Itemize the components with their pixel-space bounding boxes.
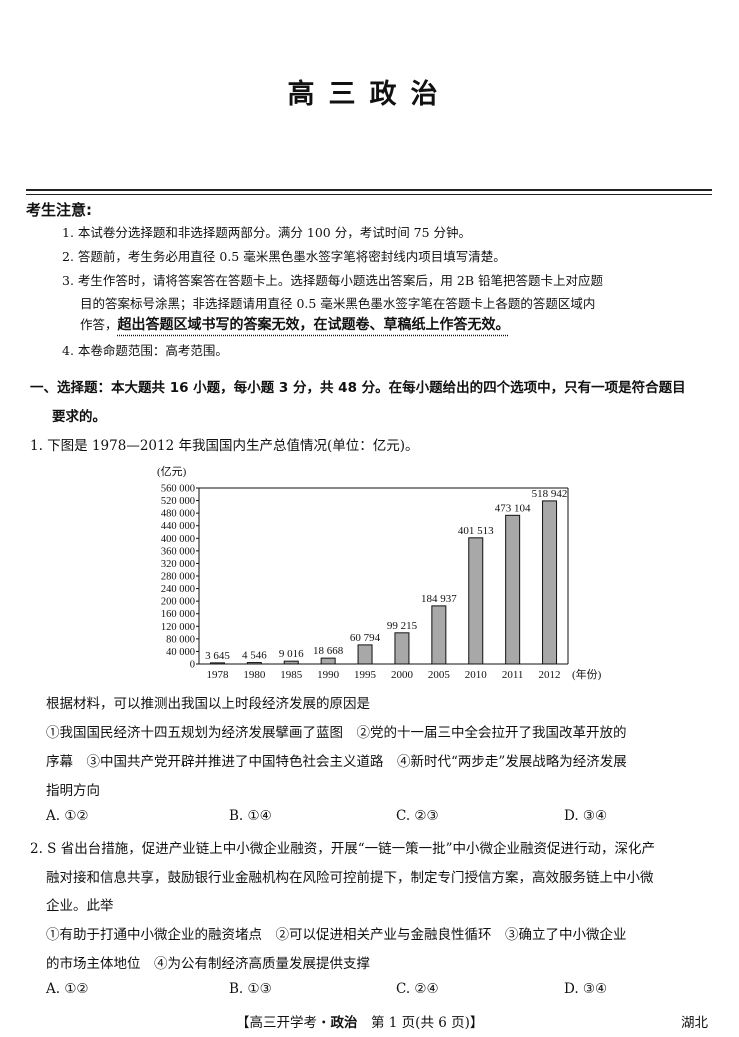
y-tick-label: 560 000 bbox=[161, 484, 195, 495]
bar-2011 bbox=[505, 514, 521, 665]
q2-stem-line: 2. S 省出台措施，促进产业链上中小微企业融资，开展“一链一策一批”中小微企业… bbox=[30, 841, 656, 857]
y-tick-label: 0 bbox=[190, 660, 195, 671]
notice-heading: 考生注意: bbox=[26, 201, 92, 219]
q1-option-d[interactable]: D. ③④ bbox=[564, 808, 608, 824]
data-label-1990: 18 668 bbox=[313, 645, 344, 657]
data-label-1985: 9 016 bbox=[279, 648, 304, 660]
data-label-2010: 401 513 bbox=[458, 525, 494, 537]
x-tick-label: 1980 bbox=[243, 669, 265, 681]
x-tick-label: 1985 bbox=[280, 669, 303, 681]
q1-statement-line: 指明方向 bbox=[46, 783, 100, 799]
notice-item: 1. 本试卷分选择题和非选择题两部分。满分 100 分，考试时间 75 分钟。 bbox=[62, 225, 472, 240]
y-tick-label: 480 000 bbox=[161, 509, 195, 520]
y-tick-label: 80 000 bbox=[166, 634, 195, 645]
y-axis-label: (亿元) bbox=[157, 465, 187, 478]
section-heading: 一、选择题：本大题共 16 小题，每小题 3 分，共 48 分。在每小题给出的四… bbox=[30, 380, 686, 396]
x-tick-label: 1995 bbox=[354, 669, 377, 681]
data-label-2011: 473 104 bbox=[495, 502, 531, 514]
q1-option-b[interactable]: B. ①④ bbox=[229, 808, 272, 824]
footer-page: 第 1 页(共 6 页)】 bbox=[357, 1015, 484, 1031]
data-label-2000: 99 215 bbox=[387, 620, 418, 632]
data-label-1995: 60 794 bbox=[350, 632, 381, 644]
y-tick-label: 360 000 bbox=[161, 546, 195, 557]
y-tick-label: 120 000 bbox=[161, 622, 195, 633]
q2-stem-line: 企业。此举 bbox=[46, 898, 114, 914]
y-tick-label: 40 000 bbox=[166, 647, 195, 658]
q1-option-a[interactable]: A. ①② bbox=[46, 808, 89, 824]
bar-1990 bbox=[320, 657, 336, 665]
data-label-2005: 184 937 bbox=[421, 593, 457, 605]
notice-text: 作答， bbox=[80, 317, 118, 332]
y-tick-label: 280 000 bbox=[161, 572, 195, 583]
divider bbox=[26, 189, 712, 191]
q2-option-a[interactable]: A. ①② bbox=[46, 981, 89, 997]
section-heading-cont: 要求的。 bbox=[52, 409, 106, 425]
q2-statement-line: 的市场主体地位 ④为公有制经济高质量发展提供支撑 bbox=[46, 956, 370, 972]
footer-subject: 政治 bbox=[330, 1015, 358, 1031]
page-footer: 【高三开学考・政治 第 1 页(共 6 页)】 bbox=[236, 1011, 483, 1031]
x-tick-label: 2005 bbox=[428, 669, 451, 681]
q2-option-c[interactable]: C. ②④ bbox=[396, 981, 439, 997]
notice-item: 目的答案标号涂黑；非选择题请用直径 0.5 毫米黑色墨水签字笔在答题卡上各题的答… bbox=[80, 296, 596, 311]
notice-item: 3. 考生作答时，请将答案答在答题卡上。选择题每小题选出答案后，用 2B 铅笔把… bbox=[62, 273, 603, 288]
bar-2005 bbox=[431, 605, 447, 665]
x-tick-label: 2012 bbox=[539, 669, 561, 681]
q1-statement-line: 序幕 ③中国共产党开辟并推进了中国特色社会主义道路 ④新时代“两步走”发展战略为… bbox=[46, 754, 627, 770]
x-axis-label: (年份) bbox=[572, 667, 602, 681]
bar-1980 bbox=[246, 662, 262, 665]
data-label-1980: 4 546 bbox=[242, 650, 267, 662]
notice-item: 作答，超出答题区域书写的答案无效，在试题卷、草稿纸上作答无效。 bbox=[80, 314, 510, 334]
bar-2012 bbox=[542, 500, 558, 665]
bar-1995 bbox=[357, 644, 373, 665]
x-tick-label: 1990 bbox=[317, 669, 340, 681]
x-tick-label: 2000 bbox=[391, 669, 414, 681]
divider bbox=[26, 194, 712, 195]
y-tick-label: 320 000 bbox=[161, 559, 195, 570]
q1-statement-line: ①我国国民经济十四五规划为经济发展擘画了蓝图 ②党的十一届三中全会拉开了我国改革… bbox=[46, 725, 627, 741]
bar-2010 bbox=[468, 537, 484, 665]
q1-stem: 1. 下图是 1978—2012 年我国国内生产总值情况(单位：亿元)。 bbox=[30, 438, 419, 454]
x-tick-label: 1978 bbox=[206, 669, 229, 681]
page-title: 高三政治 bbox=[287, 79, 452, 110]
bar-1985 bbox=[283, 660, 299, 665]
q2-statement-line: ①有助于打通中小微企业的融资堵点 ②可以促进相关产业与金融良性循环 ③确立了中小… bbox=[46, 927, 627, 943]
footer-left: 【高三开学考・ bbox=[236, 1015, 331, 1031]
x-tick-label: 2011 bbox=[502, 669, 524, 681]
y-tick-label: 240 000 bbox=[161, 584, 195, 595]
bar-1978 bbox=[209, 662, 225, 665]
q2-option-d[interactable]: D. ③④ bbox=[564, 981, 608, 997]
x-tick-label: 2010 bbox=[465, 669, 488, 681]
y-tick-label: 400 000 bbox=[161, 534, 195, 545]
y-tick-label: 520 000 bbox=[161, 496, 195, 507]
notice-item: 2. 答题前，考生务必用直径 0.5 毫米黑色墨水签字笔将密封线内项目填写清楚。 bbox=[62, 249, 506, 264]
data-label-2012: 518 942 bbox=[532, 488, 568, 500]
y-tick-label: 160 000 bbox=[161, 609, 195, 620]
y-tick-label: 200 000 bbox=[161, 597, 195, 608]
notice-item: 4. 本卷命题范围：高考范围。 bbox=[62, 343, 228, 358]
q1-option-c[interactable]: C. ②③ bbox=[396, 808, 439, 824]
notice-emphasis: 超出答题区域书写的答案无效，在试题卷、草稿纸上作答无效。 bbox=[117, 317, 510, 333]
q2-stem-line: 融对接和信息共享，鼓励银行业金融机构在风险可控前提下，制定专门授信方案，高效服务… bbox=[46, 870, 654, 886]
footer-region: 湖北 bbox=[681, 1015, 708, 1031]
data-label-1978: 3 645 bbox=[205, 650, 230, 662]
bar-2000 bbox=[394, 632, 410, 665]
y-tick-label: 440 000 bbox=[161, 521, 195, 532]
q2-option-b[interactable]: B. ①③ bbox=[229, 981, 272, 997]
q1-prompt: 根据材料，可以推测出我国以上时段经济发展的原因是 bbox=[46, 696, 370, 712]
